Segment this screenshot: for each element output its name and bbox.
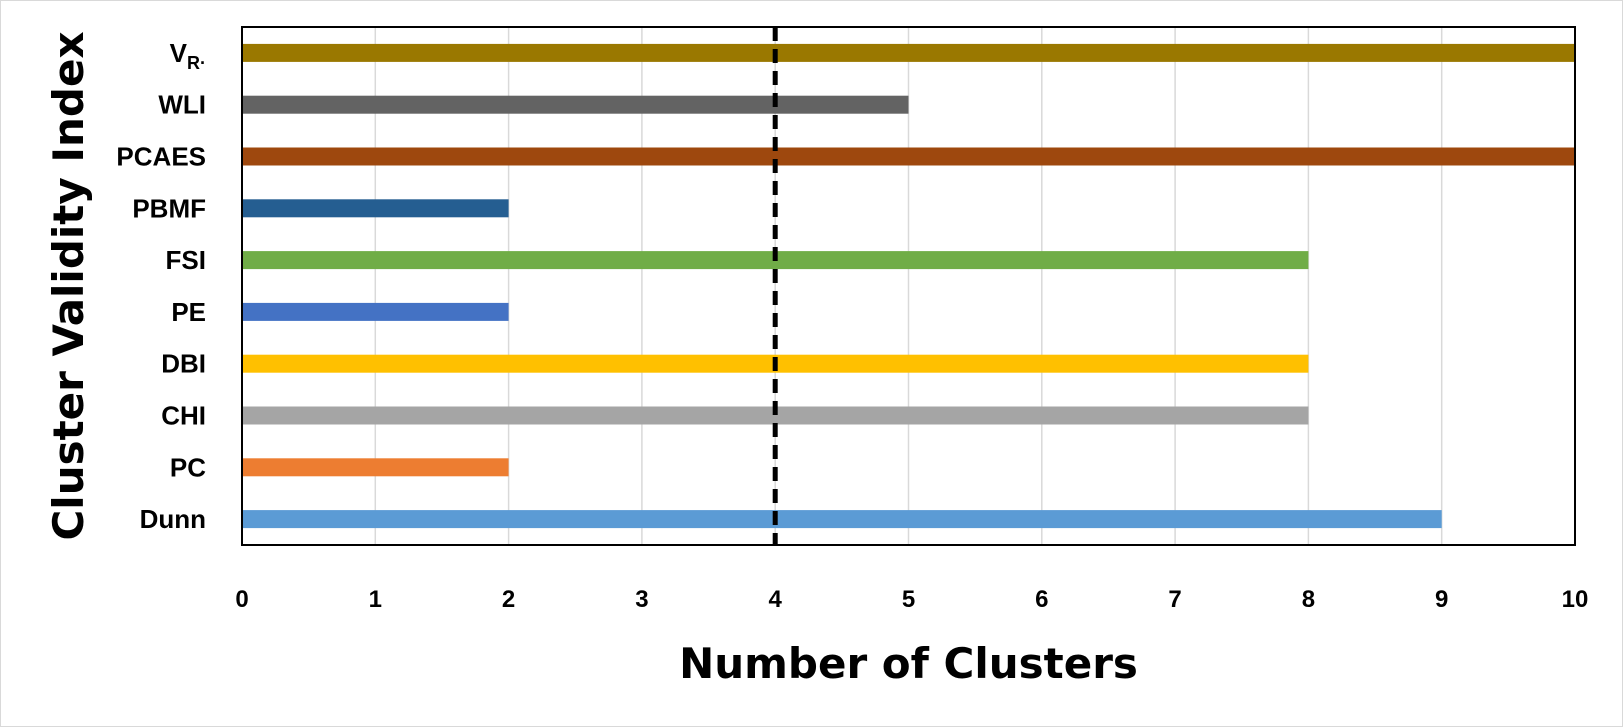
- category-label: PE: [171, 297, 206, 327]
- bar: [242, 510, 1442, 529]
- x-tick-label: 10: [1562, 586, 1589, 613]
- x-tick-label: 9: [1435, 586, 1448, 613]
- x-tick-label: 0: [235, 586, 248, 613]
- x-axis-title: Number of Clusters: [679, 639, 1138, 688]
- category-label: WLI: [158, 90, 206, 120]
- bar: [242, 43, 1575, 62]
- x-tick-label: 5: [902, 586, 915, 613]
- category-label: PCAES: [116, 142, 206, 172]
- x-tick-label: 7: [1168, 586, 1181, 613]
- y-axis-title: Cluster Validity Index: [44, 31, 93, 540]
- category-label: VR·: [170, 38, 206, 73]
- x-tick-label: 2: [502, 586, 515, 613]
- category-label: CHI: [161, 401, 206, 431]
- plot-area-border: [241, 26, 1576, 546]
- x-tick-label: 1: [369, 586, 382, 613]
- x-tick-label: 6: [1035, 586, 1048, 613]
- category-label: Dunn: [140, 504, 206, 534]
- bar: [242, 95, 909, 114]
- x-tick-label: 8: [1302, 586, 1315, 613]
- category-label: FSI: [166, 245, 206, 275]
- category-label: DBI: [161, 349, 206, 379]
- bar: [242, 458, 509, 477]
- category-label: PC: [170, 452, 206, 482]
- category-label: PBMF: [132, 193, 206, 223]
- bar: [242, 302, 509, 321]
- category-labels: VR· WLI PCAES PBMF FSI PE DBI CHI PC Dunn: [116, 38, 206, 534]
- x-tick-label: 4: [769, 586, 783, 613]
- bar: [242, 199, 509, 218]
- x-tick-label: 3: [635, 586, 648, 613]
- bar: [242, 147, 1575, 166]
- x-tick-labels: 0 1 2 3 4 5 6 7 8 9 10: [235, 586, 1588, 613]
- bar: [242, 406, 1309, 425]
